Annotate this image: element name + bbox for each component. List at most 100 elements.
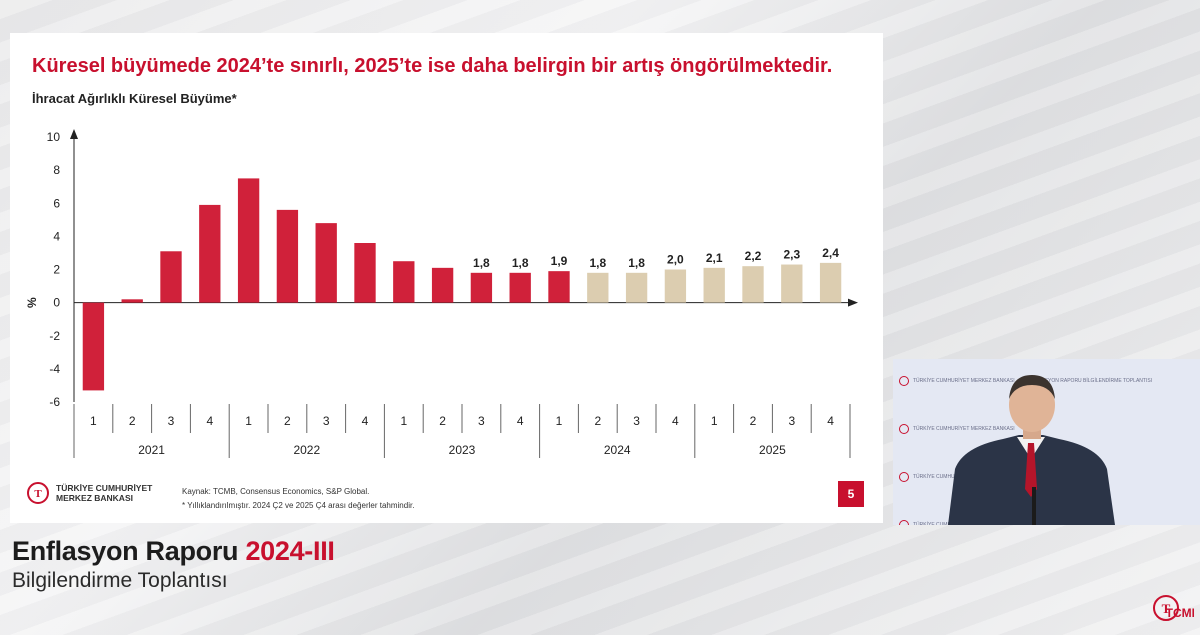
x-tick-label: 3 bbox=[633, 414, 640, 428]
bar bbox=[664, 269, 687, 303]
emblem-icon bbox=[899, 520, 909, 525]
caption-title-accent: 2024-III bbox=[245, 536, 335, 566]
x-tick-label: 1 bbox=[245, 414, 252, 428]
speaker-video: TÜRKİYE CUMHURİYET MERKEZ BANKASI ENFLAS… bbox=[893, 359, 1200, 525]
caption-subtitle: Bilgilendirme Toplantısı bbox=[12, 569, 228, 592]
tcmb-emblem-icon: T bbox=[27, 482, 49, 504]
x-axis-arrow bbox=[848, 298, 858, 307]
year-label: 2022 bbox=[293, 443, 320, 457]
y-axis-arrow bbox=[70, 129, 78, 139]
emblem-icon bbox=[899, 424, 909, 434]
x-tick-label: 2 bbox=[750, 414, 757, 428]
caption-title-prefix: Enflasyon Raporu bbox=[12, 536, 246, 566]
bar bbox=[276, 209, 299, 303]
y-tick-label: 8 bbox=[53, 163, 60, 177]
x-tick-label: 4 bbox=[206, 414, 213, 428]
y-tick-label: -4 bbox=[49, 362, 60, 376]
emblem-icon bbox=[899, 472, 909, 482]
x-tick-label: 4 bbox=[827, 414, 834, 428]
bar-chart: -6 -4 -2 0 2 4 6 8 10% 1 2 3 4 1 2 3 4 1 2 1,8 3 1,8 4 1,9 1 1,8 2… bbox=[25, 129, 858, 458]
x-tick-label: 3 bbox=[478, 414, 485, 428]
data-label: 1,8 bbox=[473, 256, 490, 270]
logo-line2: MERKEZ BANKASI bbox=[56, 493, 133, 503]
data-label: 1,8 bbox=[628, 256, 645, 270]
bar bbox=[315, 223, 337, 303]
year-label: 2024 bbox=[604, 443, 631, 457]
backdrop-tile: ENFLASYON RAPORU BİLGİLENDİRME TOPLANTIS… bbox=[1029, 361, 1152, 401]
bar bbox=[354, 243, 376, 303]
x-tick-label: 4 bbox=[672, 414, 679, 428]
x-tick-label: 3 bbox=[788, 414, 795, 428]
backdrop-row: TÜRKİYE CUMHURİYET MERKEZ BANKASI bbox=[893, 409, 1200, 449]
year-label: 2025 bbox=[759, 443, 786, 457]
bar bbox=[237, 178, 260, 303]
data-label: 2,1 bbox=[706, 251, 723, 265]
emblem-icon bbox=[899, 376, 909, 386]
bar bbox=[431, 267, 454, 303]
x-tick-label: 2 bbox=[284, 414, 291, 428]
page-number: 5 bbox=[838, 481, 864, 507]
chart-subtitle: İhracat Ağırlıklı Küresel Büyüme* bbox=[32, 91, 237, 106]
x-tick-label: 4 bbox=[517, 414, 524, 428]
x-tick-label: 4 bbox=[362, 414, 369, 428]
y-tick-label: 10 bbox=[47, 130, 61, 144]
y-tick-label: -2 bbox=[49, 329, 60, 343]
data-label: 1,9 bbox=[551, 254, 568, 268]
speaker-figure bbox=[948, 375, 1115, 525]
x-tick-label: 1 bbox=[90, 414, 97, 428]
svg-text:T: T bbox=[34, 488, 42, 500]
caption-title: Enflasyon Raporu 2024-III bbox=[12, 536, 335, 567]
bar bbox=[470, 272, 493, 303]
x-tick-label: 3 bbox=[323, 414, 330, 428]
chart-notes: Kaynak: TCMB, Consensus Economics, S&P G… bbox=[182, 485, 414, 513]
bar bbox=[819, 262, 842, 303]
backdrop-tile: TÜRKİYE CUMHURİYET MERKEZ BANKASI bbox=[899, 409, 1015, 449]
bar bbox=[121, 299, 143, 303]
svg-text:T: T bbox=[1162, 601, 1171, 616]
data-label: 2,2 bbox=[745, 249, 762, 263]
backdrop-row: TÜRKİYE CUMHURİYET MERKEZ BANKASI ENFLAS… bbox=[893, 361, 1200, 401]
bar bbox=[587, 272, 609, 303]
y-axis-label: % bbox=[25, 297, 39, 308]
y-tick-label: 2 bbox=[53, 263, 60, 277]
backdrop-tile: TÜRKİYE CUMHURİYET MERKEZ BANKASI bbox=[899, 361, 1015, 401]
bar bbox=[625, 272, 648, 303]
x-tick-label: 3 bbox=[168, 414, 175, 428]
data-label: 1,8 bbox=[589, 256, 606, 270]
data-label: 2,3 bbox=[783, 248, 800, 262]
bar bbox=[548, 271, 570, 303]
bar bbox=[781, 264, 803, 303]
x-tick-label: 2 bbox=[594, 414, 601, 428]
backdrop-text: TÜRKİYE CUMHURİYET MERKEZ BANKASI bbox=[913, 426, 1015, 432]
bar bbox=[703, 267, 725, 303]
presentation-slide: Küresel büyümede 2024’te sınırlı, 2025’t… bbox=[10, 33, 883, 523]
data-label: 2,0 bbox=[667, 253, 684, 267]
y-tick-label: 6 bbox=[53, 196, 60, 210]
backdrop-text: TÜRKİYE CUMHURİYET MERKEZ BANKASI bbox=[913, 378, 1015, 384]
data-label: 1,8 bbox=[512, 256, 529, 270]
corner-logo-text: TCMB bbox=[1166, 606, 1194, 620]
x-tick-label: 1 bbox=[711, 414, 718, 428]
bar bbox=[742, 266, 764, 303]
corner-tcmb-logo-icon: T TCMB bbox=[1153, 595, 1194, 621]
tcmb-logo: T TÜRKİYE CUMHURİYET MERKEZ BANKASI bbox=[26, 481, 152, 505]
bar bbox=[509, 272, 531, 303]
x-tick-label: 2 bbox=[439, 414, 446, 428]
year-label: 2023 bbox=[449, 443, 476, 457]
backdrop-text: ENFLASYON RAPORU BİLGİLENDİRME TOPLANTIS… bbox=[1028, 378, 1153, 384]
bar bbox=[160, 251, 182, 303]
x-tick-label: 1 bbox=[400, 414, 407, 428]
y-tick-label: 0 bbox=[53, 296, 60, 310]
logo-line1: TÜRKİYE CUMHURİYET bbox=[56, 483, 153, 493]
y-tick-label: 4 bbox=[53, 229, 60, 243]
bar bbox=[199, 204, 221, 303]
x-tick-label: 1 bbox=[556, 414, 563, 428]
bar bbox=[82, 302, 105, 391]
broadcast-caption: Enflasyon Raporu 2024-III Bilgilendirme … bbox=[12, 536, 335, 593]
source-note: Kaynak: TCMB, Consensus Economics, S&P G… bbox=[182, 487, 370, 496]
year-label: 2021 bbox=[138, 443, 165, 457]
y-tick-label: -6 bbox=[49, 395, 60, 409]
x-tick-label: 2 bbox=[129, 414, 136, 428]
data-label: 2,4 bbox=[822, 246, 839, 260]
slide-title: Küresel büyümede 2024’te sınırlı, 2025’t… bbox=[32, 55, 833, 77]
